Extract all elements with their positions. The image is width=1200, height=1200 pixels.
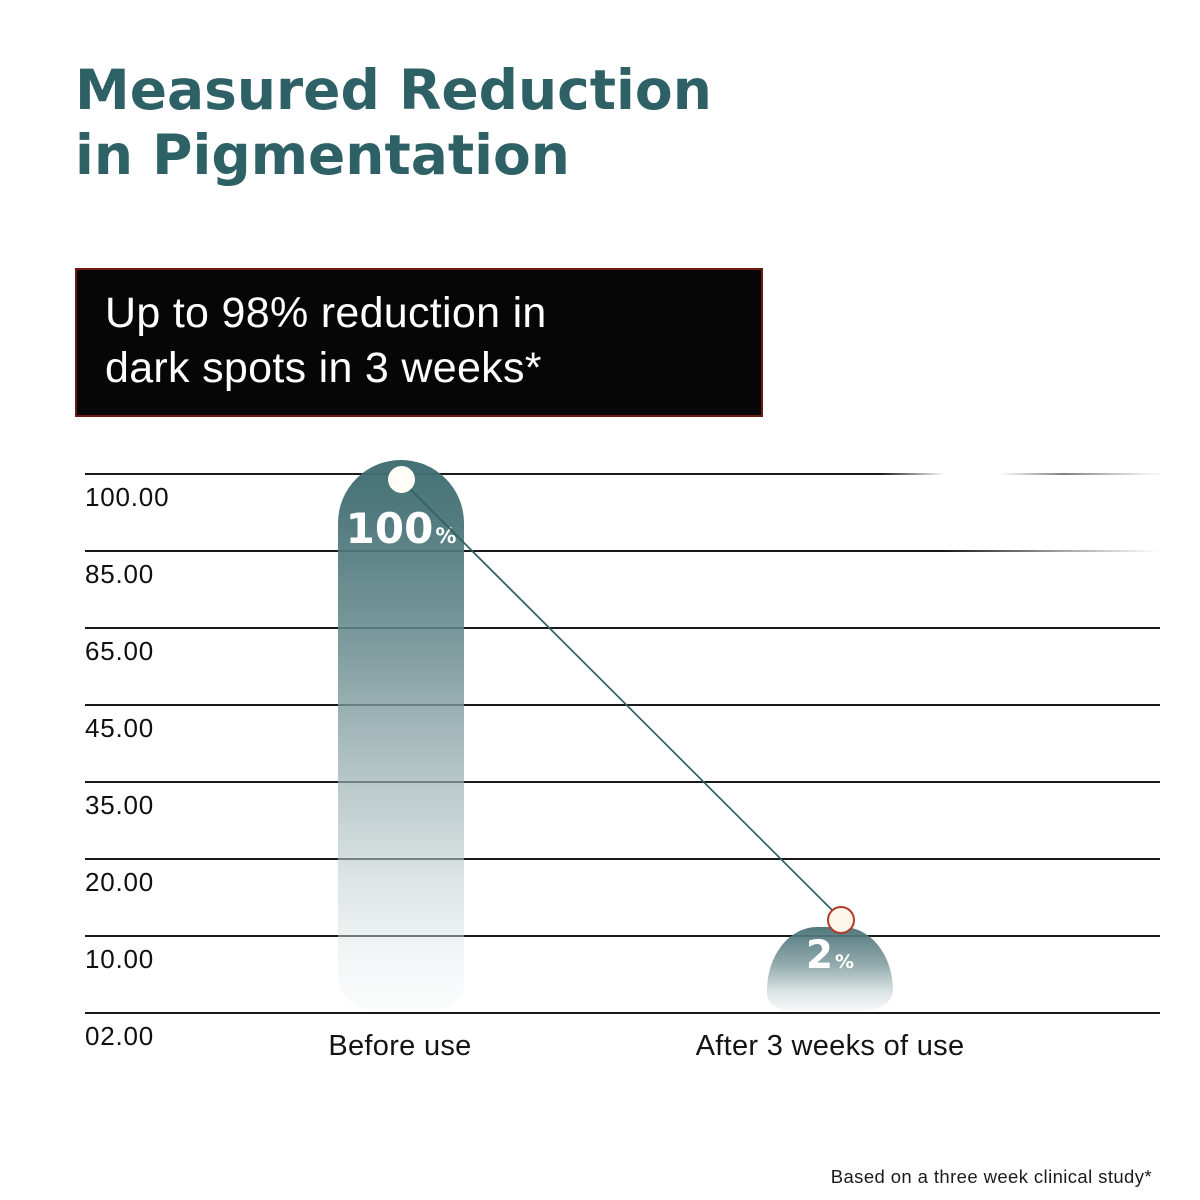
y-axis-tick-label: 10.00 <box>85 944 155 974</box>
gridline-20 <box>85 858 1160 860</box>
claim-banner: Up to 98% reduction in dark spots in 3 w… <box>75 268 763 418</box>
gridline-85 <box>85 550 1160 552</box>
trend-marker-start-icon <box>388 466 415 493</box>
x-axis-label-after-3-weeks: After 3 weeks of use <box>695 1030 965 1062</box>
y-axis-tick-label: 02.00 <box>85 1021 155 1051</box>
y-axis-tick-label: 100.00 <box>85 482 170 512</box>
gridline-65 <box>85 627 1160 629</box>
y-axis-tick-label: 20.00 <box>85 867 155 897</box>
claim-line2: dark spots in 3 weeks* <box>105 343 542 392</box>
page-title-line1: Measured Reduction <box>75 58 712 122</box>
bar-value-after-unit: % <box>835 951 855 973</box>
bar-value-before-number: 100 <box>345 504 434 553</box>
gridline-02 <box>85 1012 1160 1014</box>
gridline-100 <box>85 473 1160 475</box>
bar-value-after: 2 % <box>767 936 893 975</box>
bar-value-before-unit: % <box>435 524 457 548</box>
bar-after-3-weeks <box>767 927 893 1011</box>
x-axis-label-before-use: Before use <box>328 1030 472 1062</box>
claim-line1: Up to 98% reduction in <box>105 289 547 337</box>
y-axis-tick-label: 65.00 <box>85 636 155 666</box>
y-axis-tick-label: 85.00 <box>85 559 155 589</box>
gridline-45 <box>85 704 1160 706</box>
gridline-10 <box>85 935 1160 937</box>
footnote: Based on a three week clinical study* <box>830 1166 1152 1187</box>
bar-value-before: 100 % <box>338 508 464 550</box>
page-title: Measured Reduction in Pigmentation <box>75 58 712 188</box>
page-title-line2: in Pigmentation <box>75 122 570 187</box>
y-axis-tick-label: 45.00 <box>85 713 155 743</box>
y-axis-tick-label: 35.00 <box>85 790 155 820</box>
bar-value-after-number: 2 <box>805 933 834 978</box>
gridline-35 <box>85 781 1160 783</box>
trend-marker-end-icon <box>827 906 855 934</box>
